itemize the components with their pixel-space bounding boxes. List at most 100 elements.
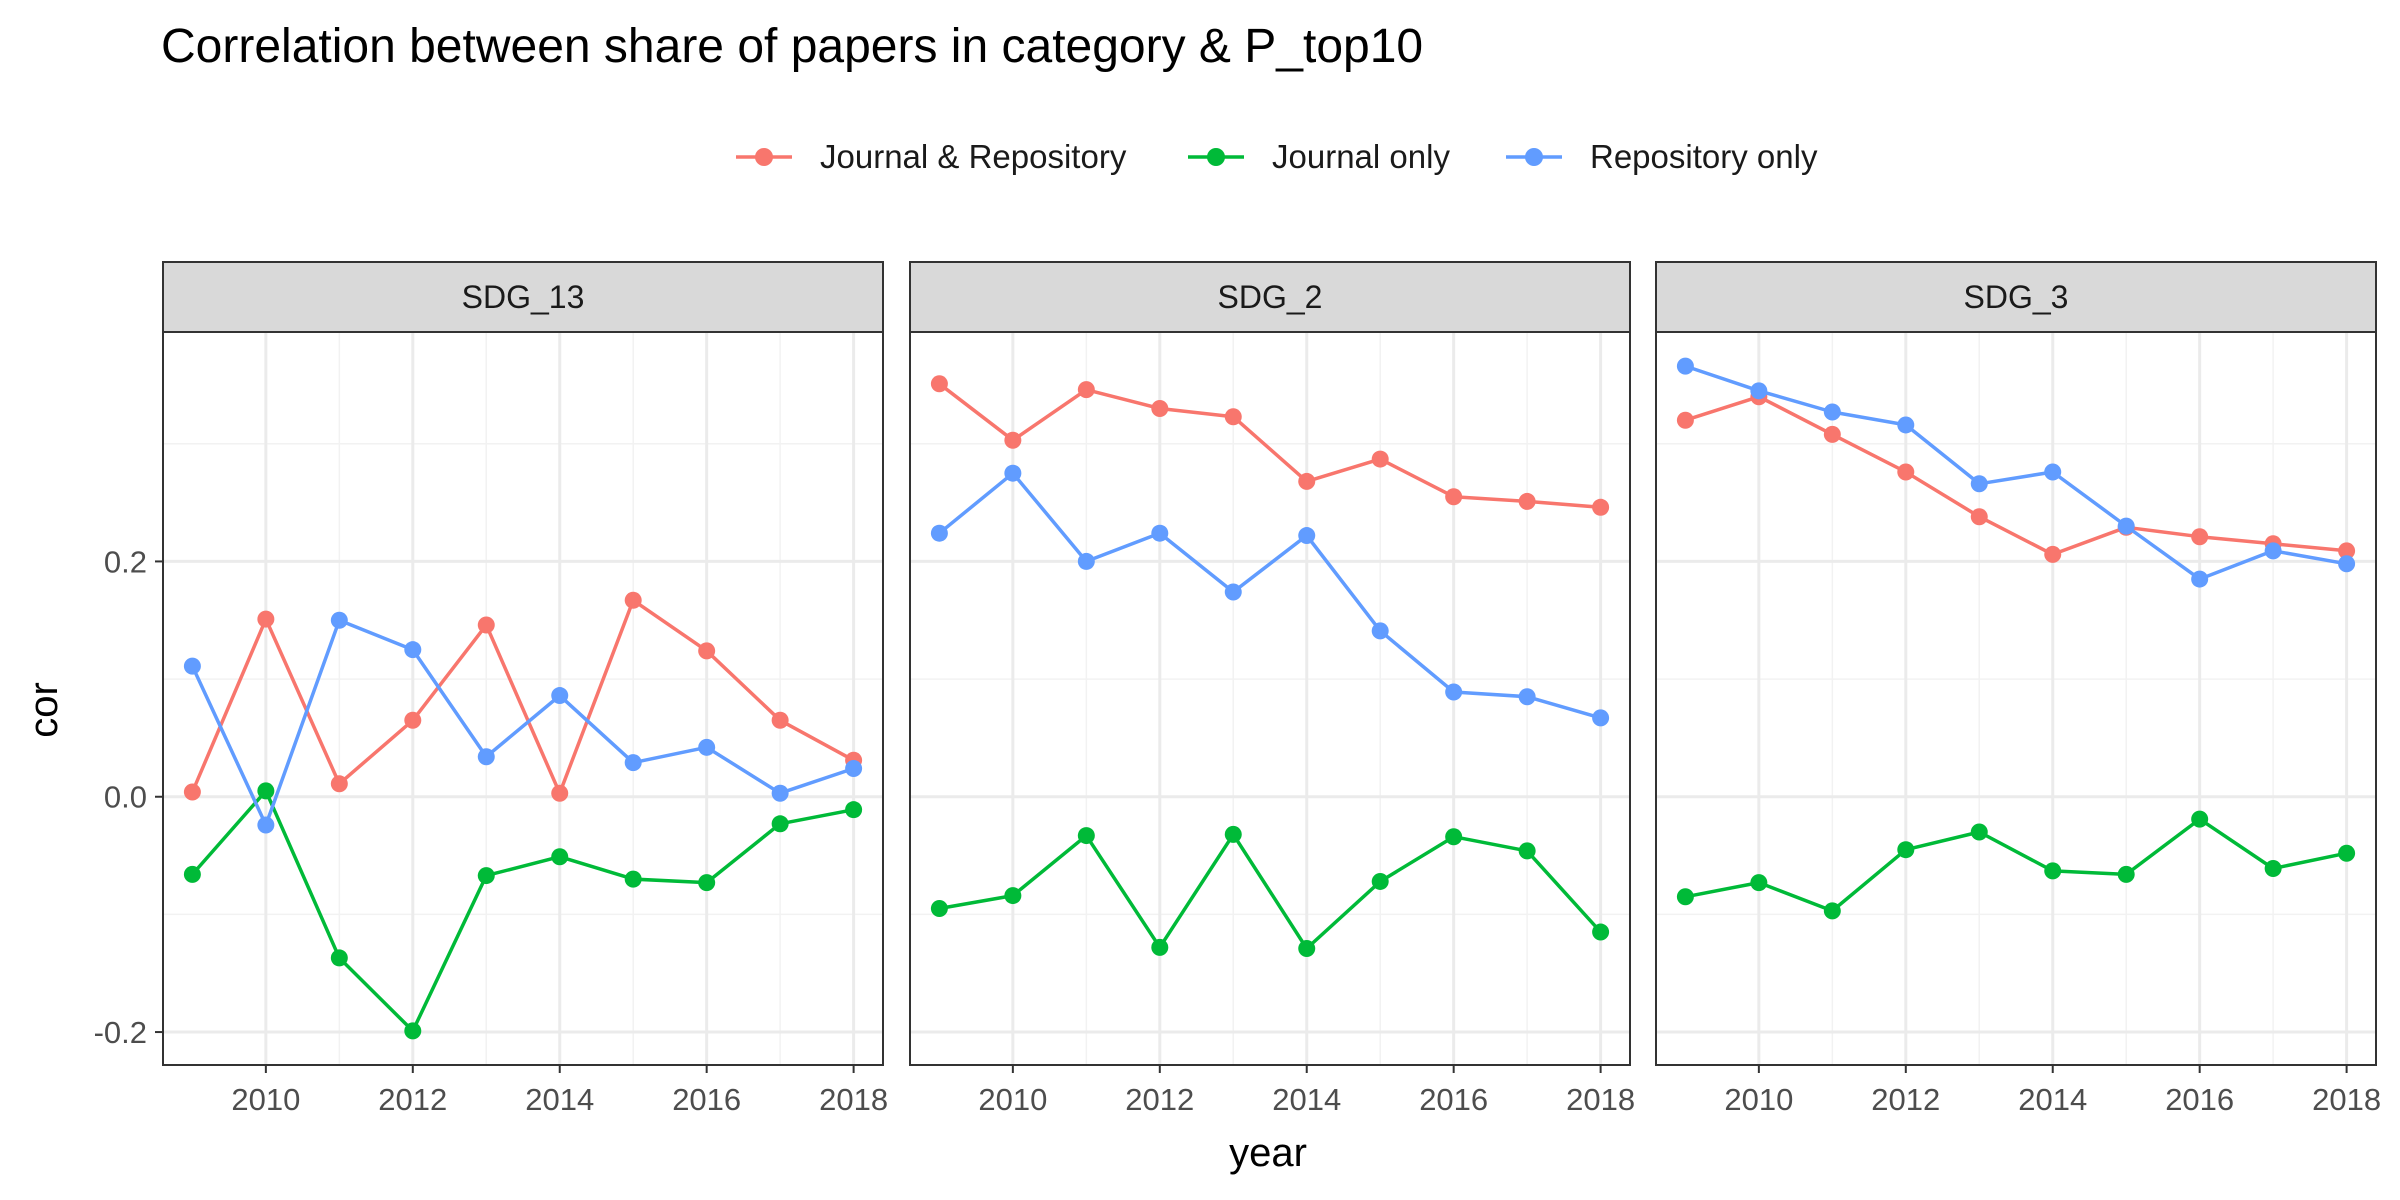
- data-point: [1970, 823, 1988, 841]
- panel-sdg-3: SDG_3 2010 2012 2014 2016 2018: [1655, 261, 2381, 1117]
- data-point: [2338, 555, 2356, 573]
- series-journal-repository: [183, 591, 863, 802]
- y-tick-label: -0.2: [94, 1015, 147, 1050]
- legend-label: Repository only: [1590, 138, 1818, 175]
- data-point: [698, 642, 716, 660]
- data-point: [698, 738, 716, 756]
- data-point: [330, 949, 348, 967]
- data-point: [2117, 865, 2135, 883]
- data-point: [2117, 517, 2135, 535]
- x-tick-label: 2010: [978, 1082, 1047, 1117]
- x-tick-label: 2018: [2312, 1082, 2381, 1117]
- data-point: [1970, 475, 1988, 493]
- data-point: [477, 867, 495, 885]
- legend-label: Journal & Repository: [820, 138, 1127, 175]
- data-point: [1897, 463, 1915, 481]
- series-journal-only: [930, 825, 1610, 958]
- data-point: [930, 375, 948, 393]
- data-point: [1371, 872, 1389, 890]
- data-point: [2338, 542, 2356, 560]
- data-point: [1004, 464, 1022, 482]
- x-tick-label: 2014: [525, 1082, 594, 1117]
- x-tick-label: 2012: [378, 1082, 447, 1117]
- data-point: [2191, 570, 2209, 588]
- data-point: [551, 784, 569, 802]
- data-point: [551, 848, 569, 866]
- data-point: [183, 657, 201, 675]
- x-tick-label: 2018: [819, 1082, 888, 1117]
- data-point: [1077, 827, 1095, 845]
- data-point: [1151, 938, 1169, 956]
- data-point: [1224, 583, 1242, 601]
- data-point: [1897, 841, 1915, 859]
- data-point: [1004, 431, 1022, 449]
- data-point: [551, 687, 569, 705]
- series-repository-only: [183, 611, 863, 834]
- data-point: [477, 616, 495, 634]
- legend-key-point: [1525, 148, 1543, 166]
- data-point: [2191, 528, 2209, 546]
- series-repository-only: [930, 464, 1610, 727]
- panel-border: [909, 331, 1631, 1066]
- x-tick-label: 2016: [2165, 1082, 2234, 1117]
- data-point: [2264, 860, 2282, 878]
- data-point: [1823, 902, 1841, 920]
- series-line: [1684, 364, 2347, 581]
- data-point: [330, 775, 348, 793]
- data-point: [257, 782, 275, 800]
- data-point: [930, 524, 948, 542]
- series-line: [191, 789, 854, 1033]
- x-tick-label: 2012: [1871, 1082, 1940, 1117]
- data-point: [624, 754, 642, 772]
- data-point: [624, 870, 642, 888]
- data-point: [1371, 450, 1389, 468]
- data-point: [1077, 552, 1095, 570]
- legend: Journal & Repository Journal only Reposito…: [736, 138, 1818, 175]
- data-point: [624, 591, 642, 609]
- x-tick-label: 2018: [1566, 1082, 1635, 1117]
- x-tick-label: 2016: [1419, 1082, 1488, 1117]
- data-point: [183, 783, 201, 801]
- data-point: [404, 711, 422, 729]
- series-journal-repository: [1676, 388, 2356, 563]
- facet-strip: [1655, 261, 2377, 333]
- data-point: [771, 784, 789, 802]
- data-point: [2191, 810, 2209, 828]
- series-line: [1684, 394, 2347, 557]
- data-point: [771, 815, 789, 833]
- data-point: [1592, 498, 1610, 516]
- series-journal-only: [183, 782, 863, 1040]
- data-point: [1518, 842, 1536, 860]
- data-point: [1676, 411, 1694, 429]
- facet-strip: [909, 261, 1631, 333]
- data-point: [2044, 463, 2062, 481]
- facet-strip-label: SDG_2: [1218, 279, 1323, 315]
- data-point: [1750, 874, 1768, 892]
- data-point: [1592, 709, 1610, 727]
- data-point: [477, 748, 495, 766]
- data-point: [330, 611, 348, 629]
- series-journal-only: [1676, 810, 2356, 920]
- x-axis-title: year: [1229, 1131, 1307, 1175]
- data-point: [2264, 542, 2282, 560]
- series-journal-repository: [930, 375, 1610, 516]
- data-point: [1970, 508, 1988, 526]
- legend-key-point: [1207, 148, 1225, 166]
- data-point: [1518, 492, 1536, 510]
- legend-item-repository-only: Repository only: [1506, 138, 1818, 175]
- data-point: [1676, 357, 1694, 375]
- series-line: [1685, 817, 2347, 913]
- x-tick-label: 2012: [1125, 1082, 1194, 1117]
- legend-item-journal-repository: Journal & Repository: [736, 138, 1127, 175]
- x-tick-label: 2014: [1272, 1082, 1341, 1117]
- data-point: [1077, 381, 1095, 399]
- data-point: [1445, 683, 1463, 701]
- data-point: [1004, 887, 1022, 905]
- series-line: [938, 471, 1602, 720]
- data-point: [2044, 545, 2062, 563]
- data-point: [1298, 472, 1316, 490]
- data-point: [257, 816, 275, 834]
- panel-grid: [163, 332, 883, 1065]
- data-point: [2044, 862, 2062, 880]
- legend-label: Journal only: [1272, 138, 1450, 175]
